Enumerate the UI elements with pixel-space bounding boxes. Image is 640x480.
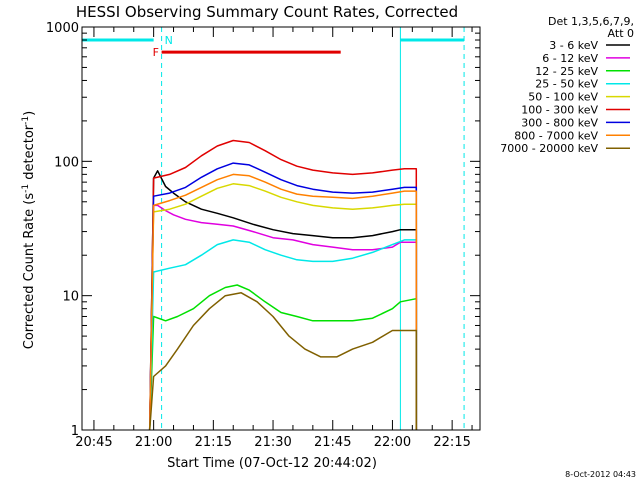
series-layer <box>148 139 418 431</box>
series-line-7000-20000-kev <box>148 292 418 431</box>
flare-label: F <box>153 46 159 59</box>
footer-date: 8-Oct-2012 04:43 <box>565 470 636 479</box>
chart-title: HESSI Observing Summary Count Rates, Cor… <box>76 3 458 21</box>
x-tick-label: 22:00 <box>374 435 411 450</box>
axes: 1 10 100 1000 20:45 21:00 21:15 21:30 21:45 22:00… <box>46 21 481 450</box>
x-tick-label: 20:45 <box>75 435 112 450</box>
legend-label-800-7000-kev: 800 - 7000 keV <box>514 129 598 142</box>
series-line-6-12-kev <box>148 204 418 431</box>
saa-label: N <box>165 34 173 47</box>
plot-frame <box>81 26 481 431</box>
legend-label-7000-20000-kev: 7000 - 20000 keV <box>500 142 598 155</box>
legend-label-12-25-kev: 12 - 25 keV <box>535 65 598 78</box>
x-tick-label: 22:15 <box>433 435 470 450</box>
y-tick-label: 1000 <box>46 21 79 36</box>
legend-label-300-800-kev: 300 - 800 keV <box>521 116 598 129</box>
series-line-800-7000-kev <box>148 173 418 431</box>
y-tick-label: 1 <box>71 424 79 439</box>
legend-label-50-100-kev: 50 - 100 keV <box>528 91 598 104</box>
x-tick-label: 21:45 <box>314 435 351 450</box>
legend-header-line-1: Det 1,3,5,6,7,9, <box>548 15 634 28</box>
series-line-100-300-kev <box>148 139 418 431</box>
y-axis-label: Corrected Count Rate (s-1 detector-1) <box>21 111 37 349</box>
y-tick-label: 10 <box>62 290 79 305</box>
legend-label-100-300-kev: 100 - 300 keV <box>521 104 598 117</box>
x-tick-label: 21:15 <box>195 435 232 450</box>
legend-header-line-2: Att 0 <box>608 27 634 40</box>
series-line-25-50-kev <box>148 239 418 431</box>
x-axis-label: Start Time (07-Oct-12 20:44:02) <box>167 456 377 471</box>
legend-label-25-50-kev: 25 - 50 keV <box>535 78 598 91</box>
series-line-12-25-kev <box>148 284 418 431</box>
x-tick-label: 21:30 <box>254 435 291 450</box>
x-tick-label: 21:00 <box>135 435 172 450</box>
series-line-50-100-kev <box>148 183 418 431</box>
legend-label-6-12-kev: 6 - 12 keV <box>542 52 598 65</box>
y-tick-label: 100 <box>54 155 79 170</box>
annotations: FN <box>82 27 465 430</box>
series-line-300-800-kev <box>148 162 418 431</box>
series-line-3-6-kev <box>148 170 418 431</box>
legend-label-3-6-kev: 3 - 6 keV <box>549 39 598 52</box>
